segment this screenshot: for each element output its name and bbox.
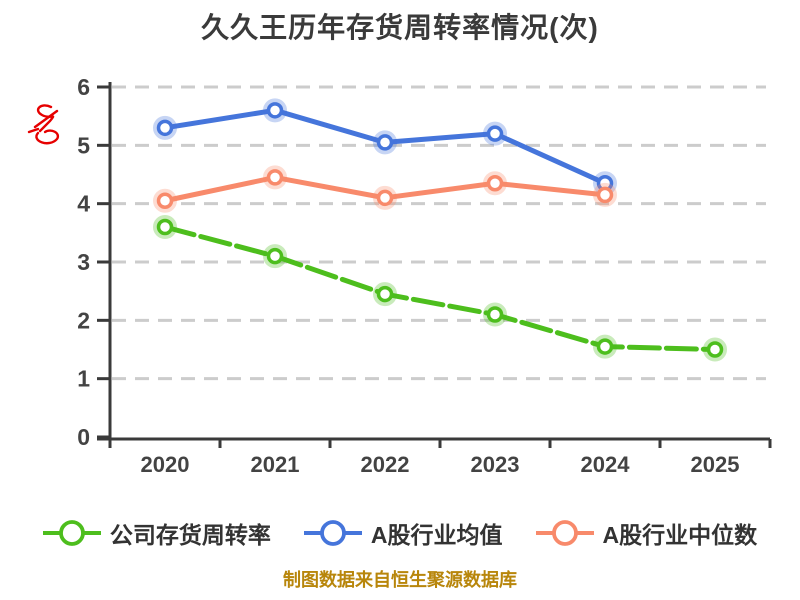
line-chart: 0 1 2 3 4 5 6 2020 2021 2022 2023 2024 2025	[27, 74, 772, 477]
chart-title: 久久王历年存货周转率情况(次)	[201, 12, 599, 43]
data-point-series-0	[266, 247, 284, 265]
legend-label-company-turnover: 公司存货周转率	[109, 522, 271, 548]
legend-line-circle-icon	[535, 520, 594, 546]
x-tick-label: 2024	[581, 452, 631, 477]
data-point-halo	[153, 188, 177, 213]
x-tick-label: 2021	[251, 452, 300, 477]
legend-item-industry-mean: A股行业均值	[303, 516, 503, 550]
data-point-halo	[153, 115, 177, 140]
y-tick-label: 4	[77, 191, 90, 217]
data-point-halo	[483, 121, 507, 146]
y-tick-label: 5	[77, 132, 90, 158]
data-point-halo	[373, 282, 397, 307]
data-point-series-0	[596, 338, 614, 355]
data-point-series-0	[156, 218, 174, 236]
data-source-note: 制图数据来自恒生聚源数据库	[283, 570, 517, 590]
data-point-halo	[483, 302, 507, 327]
data-point-series-1	[376, 134, 394, 151]
series-line-0	[162, 224, 718, 352]
data-point-series-2	[486, 175, 504, 192]
red-scribble-annotation	[27, 104, 60, 145]
chart-legend: 公司存货周转率 A股行业均值 A股行业中位数	[0, 516, 800, 550]
y-tick-label: 0	[77, 424, 90, 450]
data-point-halo	[263, 165, 287, 190]
data-point-series-2	[376, 189, 394, 207]
data-point-halo	[153, 215, 177, 239]
data-point-series-0	[376, 285, 394, 303]
data-point-series-0	[706, 341, 724, 358]
data-point-halo	[263, 244, 287, 269]
y-tick-label: 3	[77, 249, 90, 275]
data-point-series-2	[156, 192, 174, 209]
x-tick-label: 2023	[471, 452, 520, 477]
x-tick-label: 2025	[691, 452, 740, 477]
y-tick-label: 6	[77, 74, 90, 100]
data-point-series-1	[156, 119, 174, 137]
data-point-halo	[593, 334, 617, 359]
data-point-halo	[703, 337, 727, 362]
data-point-halo	[593, 182, 617, 207]
x-tick-label: 2022	[361, 452, 410, 477]
data-point-halo	[373, 185, 397, 210]
data-point-series-0	[486, 306, 504, 323]
legend-label-industry-mean: A股行业均值	[370, 522, 503, 548]
data-point-halo	[263, 98, 287, 123]
legend-line-circle-icon	[42, 520, 101, 546]
y-tick-label: 2	[77, 307, 90, 333]
data-point-series-2	[266, 169, 284, 186]
legend-line-circle-icon	[303, 520, 362, 546]
data-point-halo	[483, 171, 507, 196]
legend-label-industry-median: A股行业中位数	[602, 522, 758, 548]
x-tick-label: 2020	[141, 452, 190, 477]
data-point-halo	[373, 130, 397, 155]
legend-item-industry-median: A股行业中位数	[535, 516, 758, 550]
y-tick-label: 1	[77, 366, 90, 392]
data-point-series-2	[596, 186, 614, 204]
data-point-series-1	[266, 102, 284, 119]
data-point-series-1	[486, 125, 504, 142]
legend-item-company-turnover: 公司存货周转率	[42, 516, 271, 550]
